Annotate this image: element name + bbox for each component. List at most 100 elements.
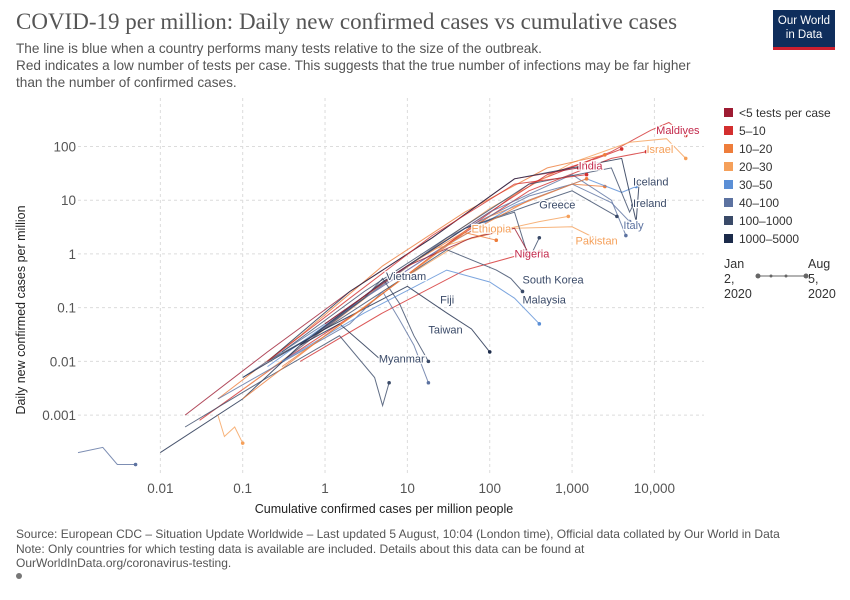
series-end-point <box>637 182 641 186</box>
y-axis-ticks: 0.001 0.01 0.1 1 10 100 <box>42 140 76 424</box>
time-end-year: 2020 <box>808 287 836 301</box>
series-end-point <box>624 233 628 238</box>
series-end-point <box>494 238 499 243</box>
series-end-point <box>520 289 525 294</box>
series-line <box>299 277 429 362</box>
country-label: Fiji <box>440 294 454 306</box>
series-line <box>299 251 540 362</box>
series-line <box>217 290 429 400</box>
time-start-year: 2020 <box>724 287 752 301</box>
x-tick-label: 0.01 <box>147 481 173 496</box>
legend-label: 10–20 <box>739 142 773 156</box>
series-end-point <box>619 147 624 151</box>
country-label: Pakistan <box>575 235 617 247</box>
chart-title: COVID-19 per million: Daily new confirme… <box>16 9 678 34</box>
x-tick-label: 1,000 <box>555 481 589 496</box>
y-tick-label: 0.001 <box>42 408 76 423</box>
series-end-point <box>634 184 638 189</box>
legend-swatch <box>724 108 733 117</box>
country-label: Myanmar <box>379 354 425 366</box>
series-end-point <box>683 133 688 138</box>
series-line <box>242 232 497 400</box>
x-tick-label: 1 <box>321 481 329 496</box>
series-end-point <box>387 380 391 385</box>
footer-link[interactable]: OurWorldInData.org/coronavirus-testing. <box>16 556 232 570</box>
series-line <box>281 269 540 362</box>
y-tick-label: 0.1 <box>57 301 76 316</box>
y-tick-label: 100 <box>53 140 76 155</box>
x-tick-label: 100 <box>478 481 501 496</box>
series-line <box>217 414 244 444</box>
legend-swatch <box>724 126 733 135</box>
series-end-point <box>603 241 607 245</box>
series-end-point <box>584 177 589 181</box>
country-label: Vietnam <box>386 271 426 283</box>
series-end-point <box>683 156 688 161</box>
x-axis-title: Cumulative confirmed cases per million p… <box>255 502 514 516</box>
time-slider-mark <box>784 274 788 278</box>
series-end-point <box>537 322 542 326</box>
x-tick-label: 0.1 <box>233 481 252 496</box>
legend-label: 40–100 <box>739 196 779 210</box>
series-line <box>160 323 383 454</box>
series-line <box>77 446 136 465</box>
subtitle-line-2: Red indicates a low number of tests per … <box>16 58 691 73</box>
series-end-point <box>426 359 431 364</box>
country-label: Greece <box>539 200 575 212</box>
series-line <box>184 335 390 428</box>
y-axis-title: Daily new confirmed cases per million <box>14 205 28 414</box>
legend: <5 tests per case 5–10 10–20 20–30 30–50 40–1… <box>724 106 831 246</box>
y-tick-label: 0.01 <box>50 354 76 369</box>
series-end-point <box>133 462 138 467</box>
country-label: Maldives <box>656 125 700 137</box>
logo-line-2: in Data <box>785 29 823 41</box>
series-end-point <box>426 380 431 385</box>
legend-label: 1000–5000 <box>739 232 799 246</box>
country-label: Israel <box>646 144 673 156</box>
country-labels: Maldives Israel India Iceland Ireland Greece I… <box>378 124 702 367</box>
series-line <box>324 227 530 325</box>
series-line <box>281 167 634 353</box>
legend-swatch <box>724 216 733 225</box>
time-slider-end-handle[interactable] <box>803 273 809 279</box>
logo-line-1: Our World <box>777 15 831 27</box>
legend-label: <5 tests per case <box>739 106 831 120</box>
footer-note: Note: Only countries for which testing d… <box>16 541 585 556</box>
series-line <box>267 157 640 362</box>
footer-dot-icon <box>16 573 22 579</box>
series-line <box>267 174 587 362</box>
series-end-point <box>240 441 245 445</box>
country-label: Ethiopia <box>471 224 512 236</box>
series-end-point <box>380 359 385 364</box>
x-axis-ticks: 0.01 0.1 1 10 100 1,000 10,000 <box>147 481 675 496</box>
legend-swatch <box>724 234 733 243</box>
series-end-point <box>584 172 589 177</box>
series-end-point <box>644 149 649 154</box>
y-tick-label: 1 <box>68 247 76 262</box>
footer-source: Source: European CDC – Situation Update … <box>16 527 780 541</box>
series-end-point <box>527 252 531 256</box>
time-start-month: Jan <box>724 257 744 271</box>
series-line <box>299 148 622 346</box>
footer-notes: Source: European CDC – Situation Update … <box>16 527 836 571</box>
series-layer <box>77 121 688 467</box>
chart-subtitle: The line is blue when a country performs… <box>16 40 756 91</box>
owid-logo[interactable]: Our World in Data <box>773 10 835 50</box>
series-line <box>299 190 618 346</box>
time-start-day: 2, <box>724 272 734 286</box>
legend-swatch <box>724 144 733 153</box>
country-label: Malaysia <box>522 294 566 306</box>
series-end-point <box>615 214 619 219</box>
country-label: Iceland <box>633 176 668 188</box>
series-end-point <box>537 235 542 240</box>
subtitle-line-1: The line is blue when a country performs… <box>16 41 542 56</box>
x-tick-label: 10,000 <box>634 481 675 496</box>
country-label: Taiwan <box>428 325 462 337</box>
time-slider[interactable]: Jan 2, 2020 Aug 5, 2020 <box>724 257 836 301</box>
time-slider-mark <box>769 274 773 278</box>
time-slider-start-handle[interactable] <box>755 273 761 279</box>
country-label: Italy <box>623 220 644 232</box>
series-line <box>267 178 637 368</box>
series-end-point <box>627 219 632 224</box>
